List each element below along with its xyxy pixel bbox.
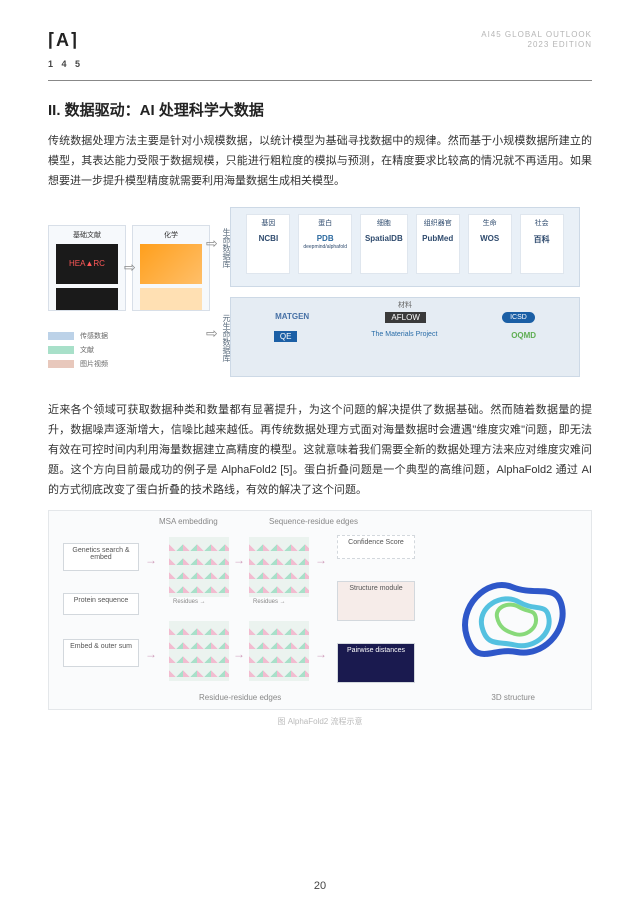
box-structure: Structure module [337,581,415,621]
db-chip: 生命WOS [468,214,512,274]
left-card-2: 化学 [132,225,210,311]
legend-row: 传感数据 [48,331,188,341]
db-chip: 组织器官PubMed [416,214,460,274]
legend-row: 图片视频 [48,359,188,369]
mat-logo: ICSD [502,312,535,323]
lbl-seq: Sequence-residue edges [269,517,358,526]
mat-logo: QE [274,331,298,342]
box-embed: Embed & outer sum [63,639,139,667]
arrow-icon: → [233,647,245,661]
db-chip: 细胞SpatialDB [360,214,408,274]
lbl-bottom: Residue-residue edges [199,693,281,702]
para-2: 近来各个领域可获取数据种类和数量都有显著提升，为这个问题的解决提供了数据基础。然… [48,401,592,500]
outlook-l2: 2023 EDITION [481,40,592,50]
arrow-icon: → [233,553,245,567]
box-confidence: Confidence Score [337,535,415,559]
mat-logo: AFLOW [385,312,425,323]
figure-databases: 基础文献 HEA▲RC 化学 ⇨ ⇨ ⇨ 生命数据库 元生命数据库 基因NCBI… [48,201,592,391]
top-band: 基因NCBI 蛋白PDBdeepmind/alphafold 细胞Spatial… [230,207,580,287]
para-1: 传统数据处理方法主要是针对小规模数据，以统计模型为基础寻找数据中的规律。然而基于… [48,132,592,191]
db-chip: 社会百科 [520,214,564,274]
legend: 传感数据 文献 图片视频 [48,331,188,383]
thumb-chem2 [140,288,202,310]
logo-top: ⌈A⌉ [48,30,78,51]
section-title: II. 数据驱动：AI 处理科学大数据 [48,99,592,120]
left-card-1: 基础文献 HEA▲RC [48,225,126,311]
heatmap [169,537,229,597]
header: ⌈A⌉ 1 4 5 AI45 GLOBAL OUTLOOK 2023 EDITI… [48,30,592,72]
mat-logo: OQMD [511,331,536,342]
heatmap [169,621,229,681]
arrow-icon: → [315,647,327,661]
mat-logo: MATGEN [275,312,309,323]
page-number: 20 [0,880,640,892]
mat-logo: The Materials Project [371,331,437,342]
logo: ⌈A⌉ 1 4 5 [48,30,83,72]
fig2-caption: 图 AlphaFold2 流程示意 [48,716,592,727]
header-divider [48,80,592,81]
vlabel-life-db: 生命数据库 [216,219,230,277]
db-chip: 基因NCBI [246,214,290,274]
vlabel-meta-db: 元生命数据库 [216,309,230,367]
heatmap [249,621,309,681]
lbl-res: Residues → [173,599,206,605]
swatch [48,360,74,368]
logo-bottom: 1 4 5 [48,59,83,69]
arrow-icon: ⇨ [124,259,136,276]
legend-row: 文献 [48,345,188,355]
arrow-icon: → [145,647,157,661]
arrow-icon: → [145,553,157,567]
box-protein-seq: Protein sequence [63,593,139,615]
lbl-3d: 3D structure [491,693,535,702]
outlook-l1: AI45 GLOBAL OUTLOOK [481,30,592,40]
box-genetics: Genetics search & embed [63,543,139,571]
arrow-icon: → [315,553,327,567]
page: ⌈A⌉ 1 4 5 AI45 GLOBAL OUTLOOK 2023 EDITI… [0,0,640,906]
thumb-dark [56,288,118,310]
swatch [48,346,74,354]
bottom-band: 材料 MATGEN AFLOW ICSD QE The Materials Pr… [230,297,580,377]
thumb-hearc: HEA▲RC [56,244,118,284]
heatmap [249,537,309,597]
left-card-1-title: 基础文献 [53,230,121,240]
lbl-res: Residues → [253,599,286,605]
box-pairwise: Pairwise distances [337,643,415,683]
protein-3d-icon [447,557,577,677]
botband-title: 材料 [231,300,579,310]
swatch [48,332,74,340]
left-card-2-title: 化学 [137,230,205,240]
figure-alphafold: MSA embedding Sequence-residue edges Gen… [48,510,592,710]
db-chip: 蛋白PDBdeepmind/alphafold [298,214,352,274]
lbl-msa: MSA embedding [159,517,218,526]
outlook-text: AI45 GLOBAL OUTLOOK 2023 EDITION [481,30,592,51]
thumb-chem [140,244,202,284]
